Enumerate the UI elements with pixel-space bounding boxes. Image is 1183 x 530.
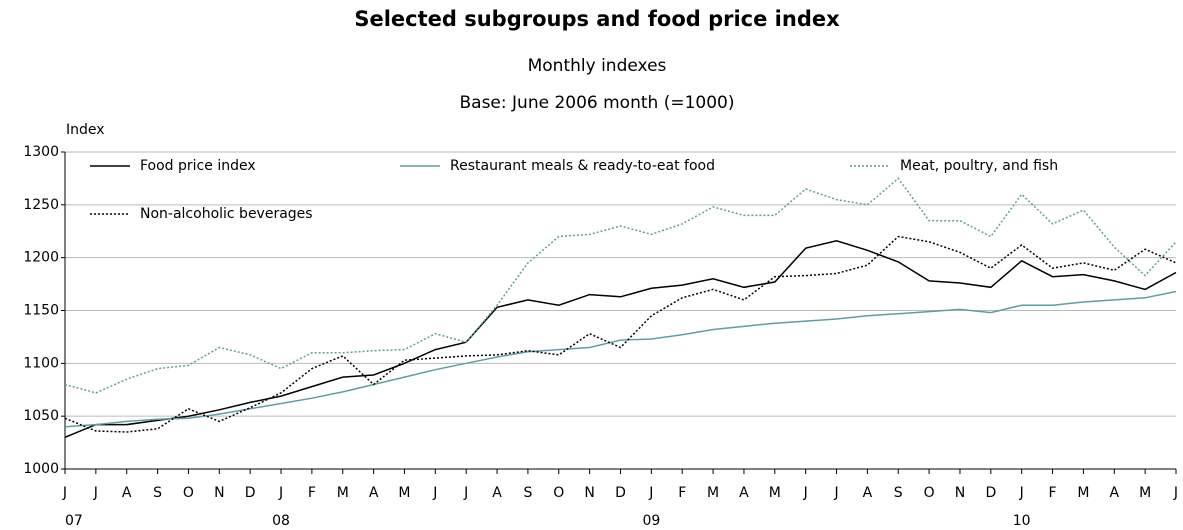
x-tick-label: S	[523, 485, 532, 501]
x-tick-label: M	[769, 485, 781, 501]
x-tick-label: M	[1077, 485, 1089, 501]
x-tick-label: J	[62, 485, 67, 501]
x-tick-label: A	[1109, 485, 1119, 501]
chart-title: Selected subgroups and food price index	[354, 7, 840, 31]
x-tick-label: F	[678, 485, 686, 501]
y-tick-label: 1250	[23, 197, 59, 213]
series-line	[64, 290, 1177, 428]
x-tick-label: M	[398, 485, 410, 501]
legend-label: Non-alcoholic beverages	[140, 206, 313, 222]
series-line	[64, 235, 1177, 433]
x-tick-label: A	[122, 485, 132, 501]
x-tick-label: D	[985, 485, 996, 501]
x-tick-label: J	[803, 485, 808, 501]
y-tick-label: 1000	[23, 461, 59, 477]
y-tick-label: 1050	[23, 408, 59, 424]
legend-label: Food price index	[140, 158, 256, 174]
series-line	[64, 177, 1177, 394]
x-tick-label: D	[245, 485, 256, 501]
x-tick-label: J	[1173, 485, 1178, 501]
x-tick-label: J	[648, 485, 653, 501]
x-tick-label: N	[214, 485, 224, 501]
x-tick-label: J	[833, 485, 838, 501]
x-tick-label: M	[1139, 485, 1151, 501]
x-tick-label: A	[739, 485, 749, 501]
x-tick-label: J	[1019, 485, 1024, 501]
x-tick-label: J	[93, 485, 98, 501]
y-tick-label: 1150	[23, 303, 59, 319]
y-axis-label: Index	[66, 122, 105, 138]
year-label: 10	[1013, 513, 1031, 529]
x-tick-label: J	[278, 485, 283, 501]
x-tick-label: M	[337, 485, 349, 501]
x-tick-label: M	[707, 485, 719, 501]
y-tick-label: 1200	[23, 250, 59, 266]
year-label: 09	[642, 513, 660, 529]
year-label: 07	[65, 513, 83, 529]
year-label: 08	[272, 513, 290, 529]
x-tick-label: S	[153, 485, 162, 501]
x-tick-label: N	[584, 485, 594, 501]
x-tick-label: O	[924, 485, 935, 501]
x-tick-label: N	[955, 485, 965, 501]
x-tick-label: A	[492, 485, 502, 501]
legend-label: Restaurant meals & ready-to-eat food	[450, 158, 715, 174]
legend-label: Meat, poultry, and fish	[900, 158, 1058, 174]
x-tick-label: J	[432, 485, 437, 501]
chart-subtitle: Monthly indexes	[528, 56, 667, 76]
x-tick-label: O	[553, 485, 564, 501]
x-tick-label: O	[183, 485, 194, 501]
series-line	[64, 240, 1177, 438]
x-tick-label: F	[308, 485, 316, 501]
x-tick-label: F	[1049, 485, 1057, 501]
x-tick-label: A	[863, 485, 873, 501]
x-tick-label: S	[894, 485, 903, 501]
chart-subtitle: Base: June 2006 month (=1000)	[460, 93, 735, 113]
x-tick-label: A	[369, 485, 379, 501]
x-tick-label: J	[463, 485, 468, 501]
y-tick-label: 1300	[23, 144, 59, 160]
x-tick-label: D	[615, 485, 626, 501]
y-tick-label: 1100	[23, 355, 59, 371]
